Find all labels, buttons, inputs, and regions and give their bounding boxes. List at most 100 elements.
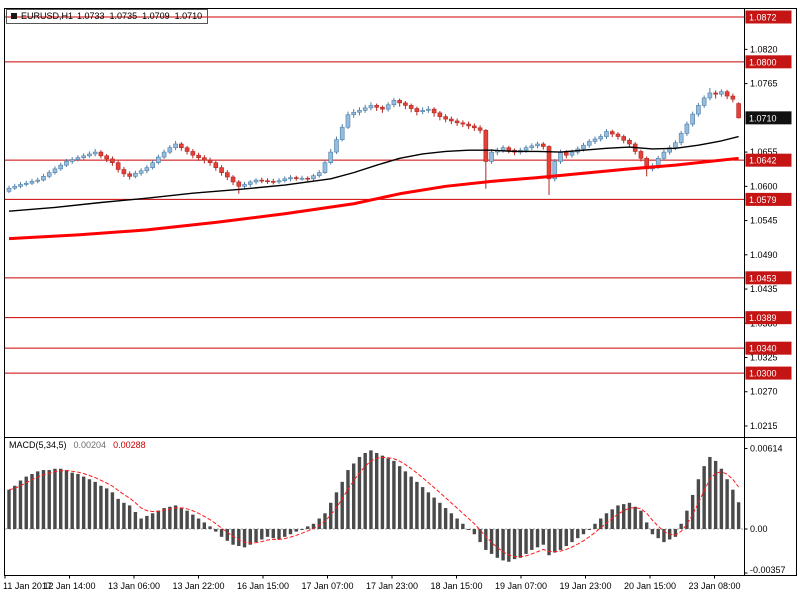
candle-body [374, 105, 379, 108]
candle-body [121, 169, 127, 175]
macd-histogram-bar [415, 481, 419, 529]
time-axis-label: 19 Jan 07:00 [495, 581, 547, 591]
high-value: 1.0735 [109, 11, 138, 21]
candle-body [684, 123, 690, 134]
macd-histogram-bar [127, 505, 132, 529]
candle-body [29, 181, 35, 184]
y-axis-label: 1.0600 [750, 181, 778, 191]
macd-histogram-bar [610, 509, 614, 529]
candle-body [133, 172, 138, 177]
macd-histogram-bar [685, 510, 689, 529]
candle-body [69, 159, 75, 162]
candle-body [75, 157, 81, 160]
candle-body [225, 172, 230, 178]
macd-histogram-bar [593, 523, 597, 529]
macd-histogram-bar [656, 529, 660, 539]
time-axis-label: 23 Jan 08:00 [688, 581, 740, 591]
time-axis-label: 20 Jan 15:00 [624, 581, 676, 591]
candle-body [477, 127, 483, 131]
candle-body [529, 145, 535, 149]
candle-body [18, 184, 23, 187]
chart-bullet-icon [11, 13, 17, 19]
y-axis-label: 1.0270 [750, 387, 778, 397]
chart-frame [4, 8, 797, 576]
symbol-timeframe-label: EURUSD,H1 [21, 11, 74, 21]
macd-histogram-bar [191, 514, 195, 529]
macd-histogram-bar [329, 502, 333, 529]
macd-axis-label: -0.00357 [750, 565, 786, 575]
macd-histogram-bar [403, 471, 408, 529]
candle-body [52, 168, 58, 173]
candle-body [115, 162, 121, 170]
candle-body [397, 100, 402, 104]
candle-body [701, 97, 707, 106]
macd-name: MACD(5,34,5) [9, 440, 67, 450]
macd-histogram-bar [36, 471, 40, 529]
y-axis-label: 1.0820 [750, 44, 778, 54]
candle-body [673, 142, 678, 149]
level-price-badge [745, 10, 792, 24]
candle-body [110, 158, 115, 163]
macd-histogram-bar [679, 523, 683, 529]
macd-histogram-bar [300, 529, 304, 530]
candle-body [316, 172, 322, 177]
time-axis-label: 12 Jan 14:00 [43, 581, 95, 591]
y-axis-label: 1.0215 [750, 421, 778, 431]
macd-histogram-bar [369, 450, 373, 529]
candle-body [270, 181, 276, 183]
macd-histogram-bar [530, 529, 534, 550]
time-axis-label: 19 Jan 23:00 [559, 581, 611, 591]
macd-histogram-bar [420, 487, 425, 529]
macd-histogram-bar [18, 480, 23, 529]
candle-body [190, 151, 196, 156]
macd-histogram-bar [438, 502, 442, 529]
candle-body [535, 143, 540, 147]
y-axis-label: 1.0325 [750, 353, 778, 363]
candle-body [46, 172, 52, 177]
candle-body [615, 133, 621, 137]
chart-title: EURUSD,H1 1.0733 1.0735 1.0709 1.0710 [6, 9, 209, 24]
candle-body [35, 179, 41, 182]
macd-histogram-bar [99, 485, 103, 529]
y-axis-label: 1.0655 [750, 147, 778, 157]
macd-histogram-bar [357, 456, 362, 529]
candle-body [506, 147, 512, 151]
candle-body [437, 112, 443, 117]
macd-histogram-bar [696, 479, 701, 529]
candle-body [483, 129, 489, 162]
macd-histogram-bar [736, 502, 741, 529]
candle-body [253, 179, 259, 183]
macd-histogram-bar [81, 476, 86, 529]
candle-body [449, 118, 454, 122]
macd-histogram-bar [64, 470, 69, 529]
macd-histogram-bar [225, 529, 230, 541]
candle-body [207, 159, 213, 163]
macd-histogram-bar [553, 529, 557, 553]
macd-histogram-bar [662, 529, 666, 543]
macd-histogram-bar [104, 488, 109, 529]
level-price-badge-label: 1.0642 [749, 156, 777, 166]
macd-histogram-bar [208, 526, 212, 529]
macd-histogram-bar [627, 502, 632, 529]
time-axis-label: 16 Jan 15:00 [237, 581, 289, 591]
macd-histogram-bar [260, 529, 264, 540]
candle-body [236, 181, 242, 187]
macd-histogram-bar [484, 529, 488, 550]
macd-histogram-bar [237, 529, 241, 547]
candle-body [81, 155, 86, 158]
open-value: 1.0733 [77, 11, 105, 21]
macd-histogram-bar [518, 529, 523, 558]
candle-body [305, 177, 311, 180]
macd-histogram-bar [340, 481, 344, 529]
macd-histogram-bar [76, 473, 80, 529]
candle-body [552, 161, 558, 180]
macd-histogram-bar [708, 456, 712, 529]
macd-histogram-bar [599, 518, 603, 529]
candle-body [466, 123, 471, 127]
candle-body [638, 151, 644, 159]
macd-histogram-bar [472, 529, 477, 535]
time-axis-label: 13 Jan 06:00 [108, 581, 160, 591]
time-axis-label: 13 Jan 22:00 [172, 581, 224, 591]
macd-histogram-bar [219, 529, 224, 537]
